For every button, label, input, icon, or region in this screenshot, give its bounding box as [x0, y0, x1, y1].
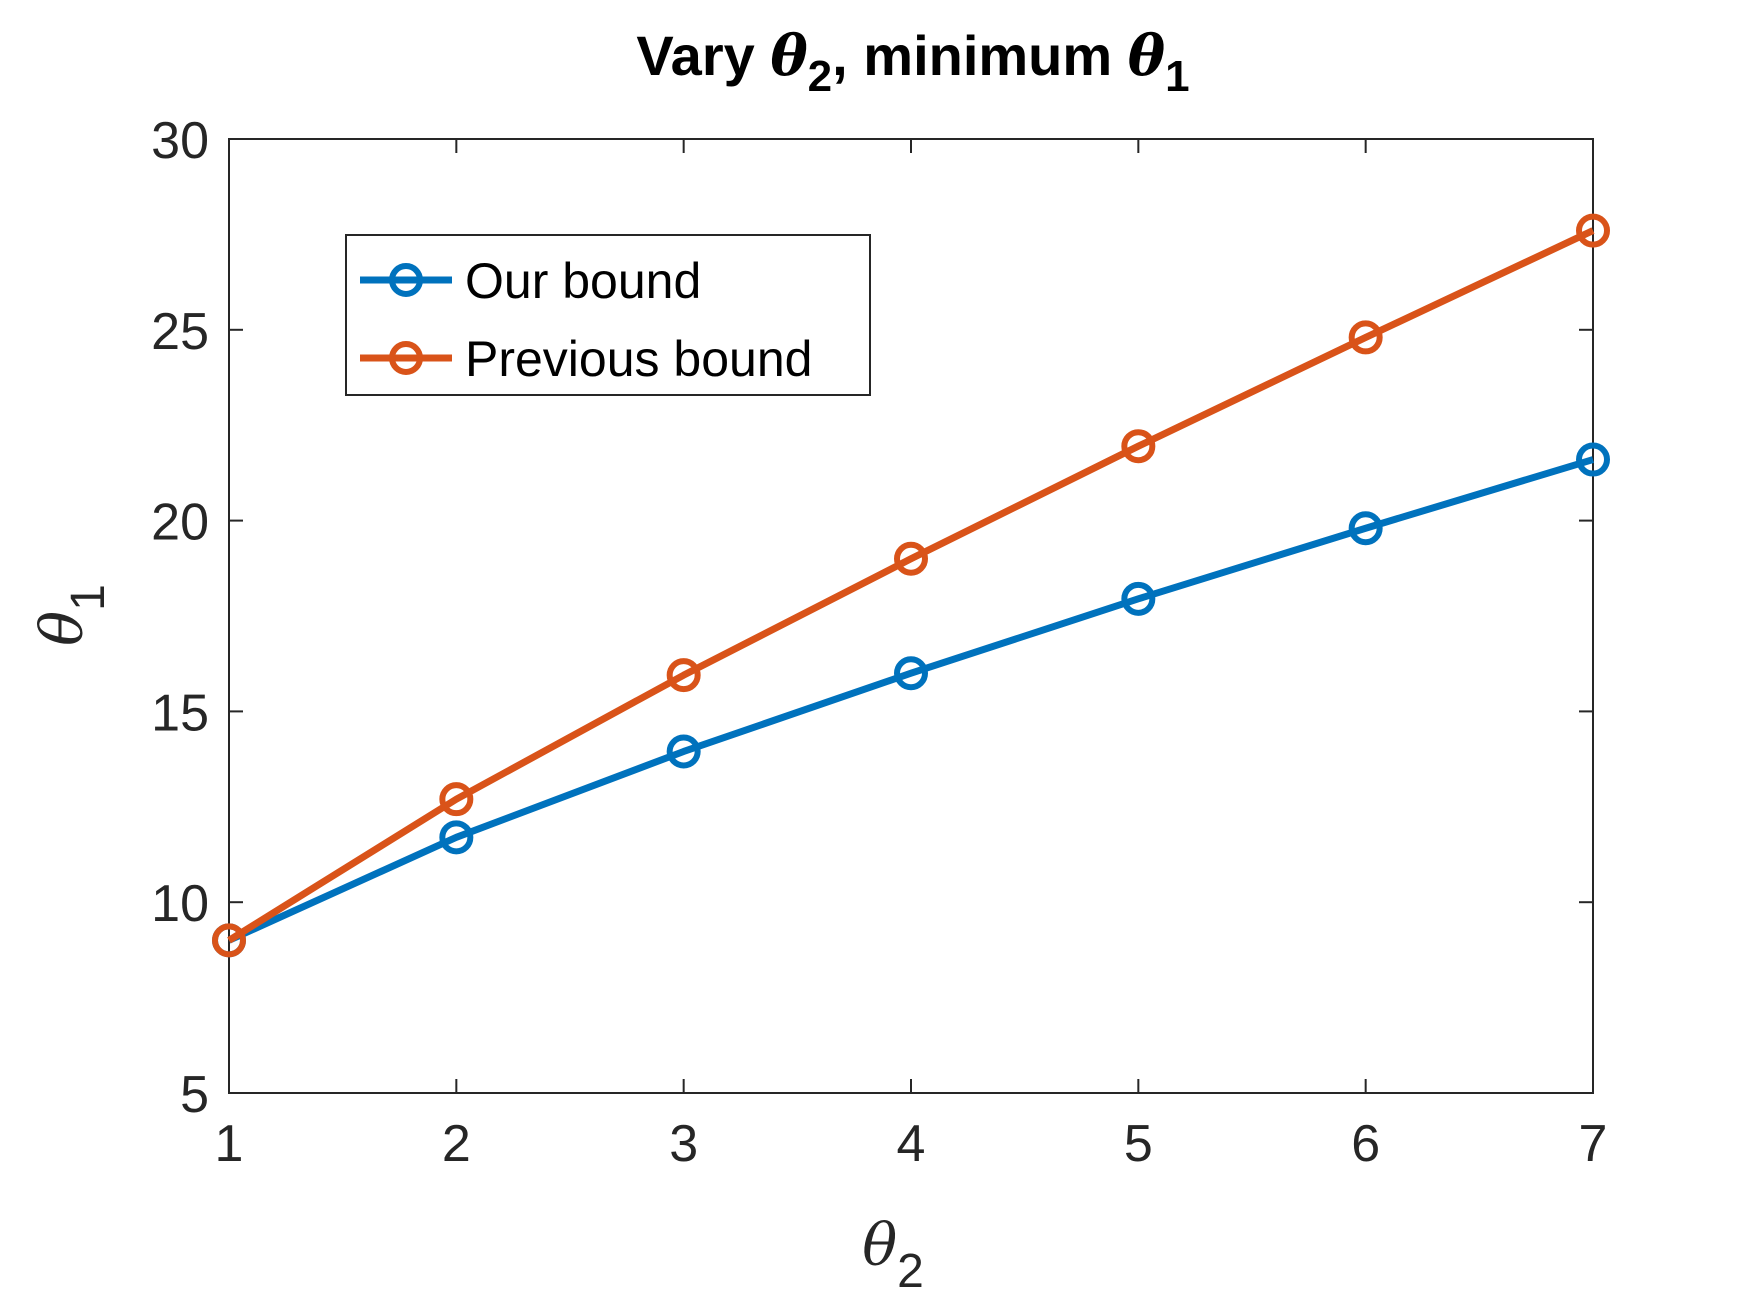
data-point: [1348, 511, 1383, 546]
series-previous-bound: [212, 213, 1610, 958]
y-tick-label: 25: [151, 303, 209, 361]
x-tick-labels: 1 2 3 4 5 6 7: [215, 1115, 1608, 1173]
data-point: [1121, 581, 1156, 616]
data-point: [894, 541, 928, 576]
x-tick-label: 7: [1579, 1115, 1608, 1173]
x-tick-label: 1: [215, 1115, 244, 1173]
y-tick-labels: 5 10 15 20 25 30: [151, 112, 209, 1124]
series-layer: [212, 213, 1610, 958]
data-point: [1576, 213, 1610, 248]
data-point: [894, 656, 928, 691]
data-point: [439, 820, 474, 855]
legend-swatch-marker: [389, 341, 423, 375]
x-tick-label: 3: [669, 1115, 698, 1173]
axis-ticks: [228, 138, 1594, 1094]
x-tick-label: 6: [1351, 1115, 1380, 1173]
x-tick-label: 2: [442, 1115, 471, 1173]
legend-label: Previous bound: [465, 331, 812, 387]
legend-entry: Previous bound: [360, 331, 812, 387]
data-point: [666, 734, 701, 769]
y-tick-label: 30: [151, 112, 209, 170]
y-tick-label: 10: [151, 875, 209, 933]
legend-entry: Our bound: [360, 253, 701, 309]
data-point: [1576, 442, 1610, 477]
data-point: [439, 782, 474, 817]
x-tick-label: 4: [897, 1115, 926, 1173]
y-tick-label: 20: [151, 494, 209, 552]
series-line: [227, 227, 1595, 944]
x-axis-label: θ2: [862, 1211, 924, 1298]
data-point: [1121, 429, 1156, 464]
y-axis-label: θ1: [28, 584, 115, 646]
series-line: [227, 456, 1595, 944]
legend-label: Our bound: [465, 253, 701, 309]
legend: Our bound Previous bound: [345, 234, 871, 396]
y-tick-label: 5: [180, 1066, 209, 1124]
x-tick-label: 5: [1124, 1115, 1153, 1173]
data-point: [1348, 320, 1383, 355]
chart-title: Vary θ2, minimum θ1: [636, 23, 1189, 101]
legend-swatch-marker: [389, 263, 423, 297]
data-point: [666, 658, 701, 693]
legend-box: [345, 234, 871, 396]
data-point: [212, 923, 246, 958]
y-tick-label: 15: [151, 684, 209, 742]
